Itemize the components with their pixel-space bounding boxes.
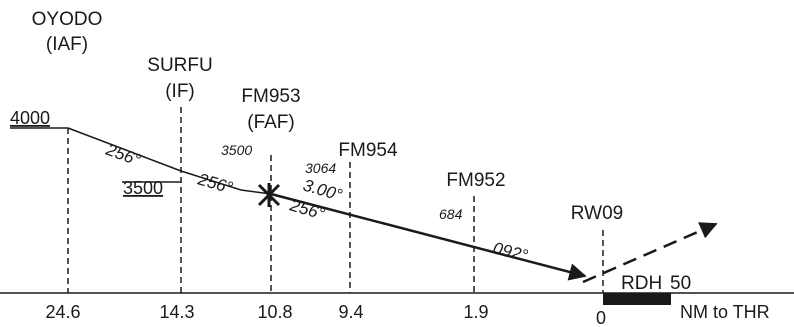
altitude-fm952: 684 (439, 206, 463, 222)
fix-name-surfu: SURFU (147, 55, 212, 76)
fix-name-oyodo: OYODO (32, 9, 103, 30)
missed-approach-segment (582, 222, 718, 284)
distance-fm953: 10.8 (257, 302, 292, 322)
axis-label: NM to THR (680, 302, 770, 322)
fix-name-rw09: RW09 (571, 203, 623, 224)
track-oyodo-surfu: 256° (103, 140, 144, 170)
track-missed: 092° (491, 238, 530, 265)
distance-oyodo: 24.6 (45, 302, 80, 322)
faf-star-icon (257, 183, 281, 207)
final-approach-segment (270, 192, 587, 281)
rdh-label: RDH (621, 273, 662, 294)
runway-bar (603, 293, 671, 305)
distance-rw09: 0 (596, 308, 606, 327)
distance-surfu: 14.3 (159, 302, 194, 322)
fix-role-fm953: (FAF) (247, 112, 295, 133)
distance-fm954: 9.4 (338, 302, 363, 322)
fix-name-fm954: FM954 (338, 140, 398, 161)
fix-role-surfu: (IF) (165, 81, 195, 102)
fix-name-fm952: FM952 (446, 170, 505, 191)
altitude-oyodo: 4000 (10, 108, 50, 128)
altitude-fm953: 3500 (221, 142, 252, 158)
fix-name-fm953: FM953 (241, 86, 300, 107)
distance-fm952: 1.9 (463, 302, 488, 322)
initial-segment (67, 127, 182, 172)
altitude-fm954: 3064 (305, 160, 336, 176)
fix-role-oyodo: (IAF) (46, 34, 88, 55)
track-surfu-fm953: 256° (195, 169, 235, 197)
intermediate-segment (180, 170, 272, 195)
altitude-surfu: 3500 (123, 178, 163, 198)
rdh-value: 50 (670, 273, 691, 294)
